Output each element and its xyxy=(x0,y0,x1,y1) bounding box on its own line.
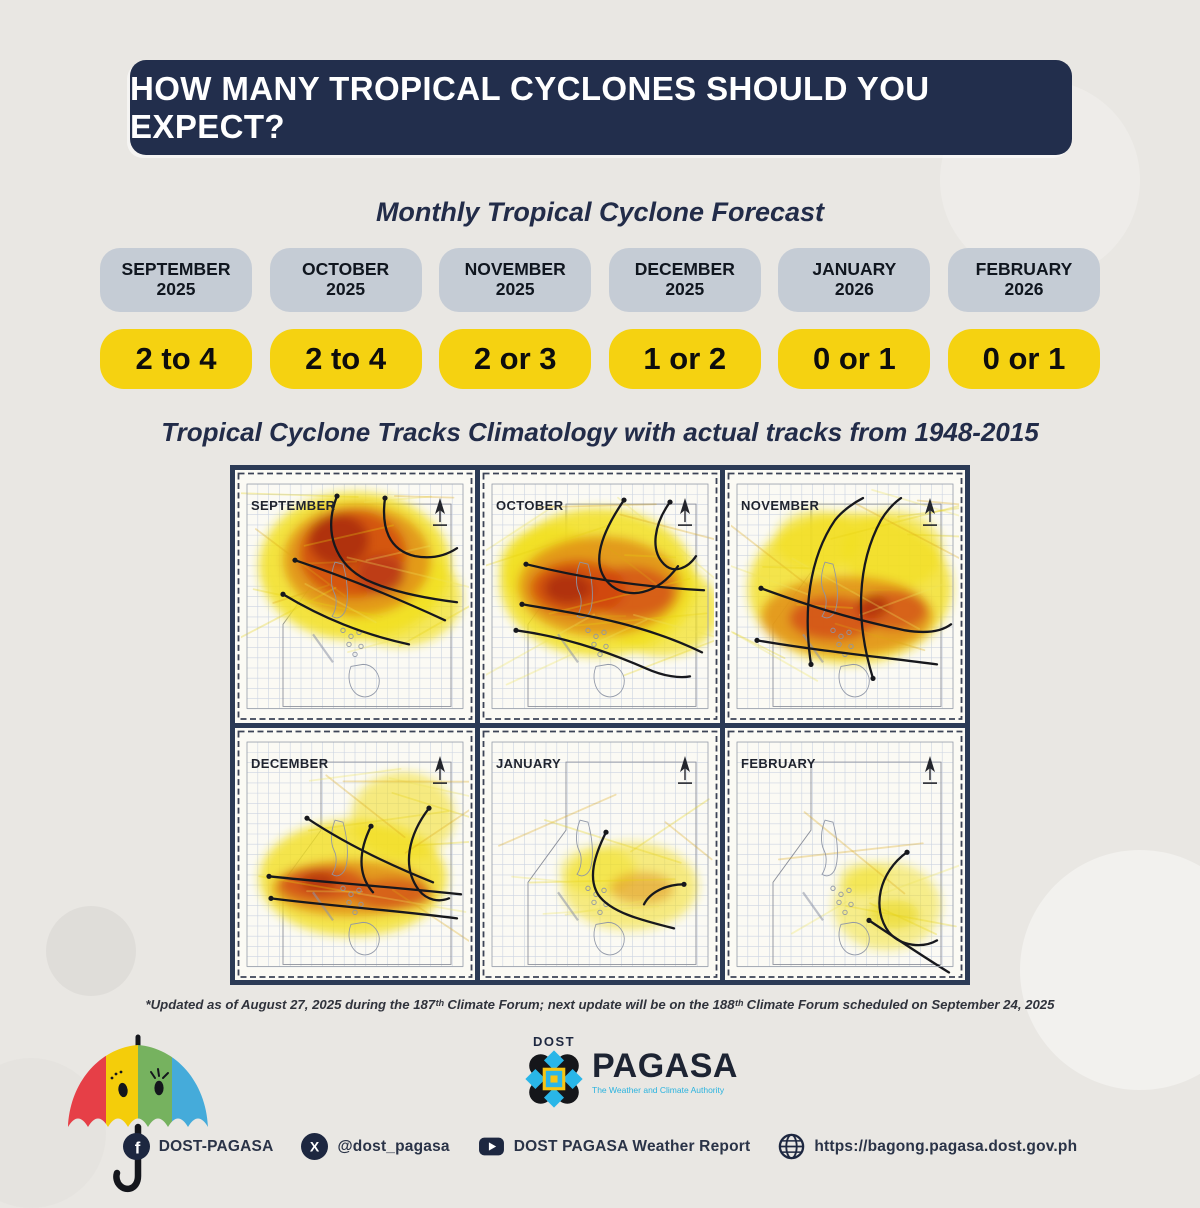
track-map-november: NOVEMBER xyxy=(725,470,965,723)
forecast-value-pill-january: 0 or 1 xyxy=(778,329,930,389)
map-canvas-november: NOVEMBER xyxy=(725,470,965,723)
map-canvas-september: SEPTEMBER xyxy=(235,470,475,723)
forecast-subtitle: Monthly Tropical Cyclone Forecast xyxy=(0,197,1200,228)
globe-icon xyxy=(778,1133,805,1160)
map-canvas-october: OCTOBER xyxy=(480,470,720,723)
month-year: 2026 xyxy=(1005,280,1044,300)
dost-pagasa-logo: DOST PAGASA The Weather and Climate Auth… xyxy=(523,1034,738,1110)
climatology-title: Tropical Cyclone Tracks Climatology with… xyxy=(0,417,1200,448)
track-map-october: OCTOBER xyxy=(480,470,720,723)
social-item-globe: https://bagong.pagasa.dost.gov.ph xyxy=(778,1133,1077,1160)
page-title: HOW MANY TROPICAL CYCLONES SHOULD YOU EX… xyxy=(130,70,1072,146)
month-name: FEBRUARY xyxy=(976,260,1073,280)
dost-flower-icon xyxy=(523,1048,585,1110)
header-banner: HOW MANY TROPICAL CYCLONES SHOULD YOU EX… xyxy=(130,60,1072,155)
social-label: @dost_pagasa xyxy=(337,1138,449,1156)
map-month-label: NOVEMBER xyxy=(741,498,819,513)
month-name: NOVEMBER xyxy=(465,260,566,280)
dost-seal: DOST xyxy=(523,1034,585,1110)
social-links-row: f DOST-PAGASA X @dost_pagasa DOST PAGASA Wea… xyxy=(0,1133,1200,1160)
dost-label: DOST xyxy=(533,1034,575,1049)
social-item-facebook: f DOST-PAGASA xyxy=(123,1133,274,1160)
umbrella-icon xyxy=(60,1030,218,1198)
track-map-february: FEBRUARY xyxy=(725,728,965,981)
track-map-january: JANUARY xyxy=(480,728,720,981)
social-item-x: X @dost_pagasa xyxy=(301,1133,449,1160)
social-label: https://bagong.pagasa.dost.gov.ph xyxy=(814,1138,1077,1156)
background-decoration xyxy=(46,906,136,996)
month-year: 2026 xyxy=(835,280,874,300)
map-month-label: JANUARY xyxy=(496,756,561,771)
social-label: DOST PAGASA Weather Report xyxy=(514,1138,751,1156)
month-name: SEPTEMBER xyxy=(122,260,231,280)
x-icon: X xyxy=(301,1133,328,1160)
map-month-label: SEPTEMBER xyxy=(251,498,336,513)
pagasa-tagline: The Weather and Climate Authority xyxy=(592,1085,738,1095)
pagasa-name: PAGASA xyxy=(592,1049,738,1083)
youtube-icon xyxy=(478,1133,505,1160)
map-canvas-december: DECEMBER xyxy=(235,728,475,981)
month-year: 2025 xyxy=(157,280,196,300)
facebook-icon: f xyxy=(123,1133,150,1160)
pagasa-wordmark: PAGASA The Weather and Climate Authority xyxy=(592,1049,738,1095)
social-item-youtube: DOST PAGASA Weather Report xyxy=(478,1133,751,1160)
month-name: OCTOBER xyxy=(302,260,389,280)
svg-text:X: X xyxy=(310,1139,320,1155)
track-map-december: DECEMBER xyxy=(235,728,475,981)
map-canvas-february: FEBRUARY xyxy=(725,728,965,981)
background-decoration xyxy=(1020,850,1200,1090)
social-label: DOST-PAGASA xyxy=(159,1138,274,1156)
month-name: JANUARY xyxy=(812,260,896,280)
map-month-label: OCTOBER xyxy=(496,498,564,513)
map-canvas-january: JANUARY xyxy=(480,728,720,981)
track-map-september: SEPTEMBER xyxy=(235,470,475,723)
cyclone-track-maps-grid: SEPTEMBER OCTOBER NOVEMBER DECEMBER JANUARY F… xyxy=(230,465,970,985)
forecast-value-pill-february: 0 or 1 xyxy=(948,329,1100,389)
pagasa-umbrella-mascot-logo xyxy=(60,1030,218,1198)
map-month-label: DECEMBER xyxy=(251,756,329,771)
forecast-value-pill-october: 2 to 4 xyxy=(270,329,422,389)
month-year: 2025 xyxy=(326,280,365,300)
update-footnote: *Updated as of August 27, 2025 during th… xyxy=(0,997,1200,1012)
forecast-value-pill-november: 2 or 3 xyxy=(439,329,591,389)
month-year: 2025 xyxy=(496,280,535,300)
map-month-label: FEBRUARY xyxy=(741,756,816,771)
month-year: 2025 xyxy=(665,280,704,300)
forecast-value-pill-september: 2 to 4 xyxy=(100,329,252,389)
forecast-value-pill-december: 1 or 2 xyxy=(609,329,761,389)
month-name: DECEMBER xyxy=(635,260,735,280)
svg-text:f: f xyxy=(135,1138,141,1157)
